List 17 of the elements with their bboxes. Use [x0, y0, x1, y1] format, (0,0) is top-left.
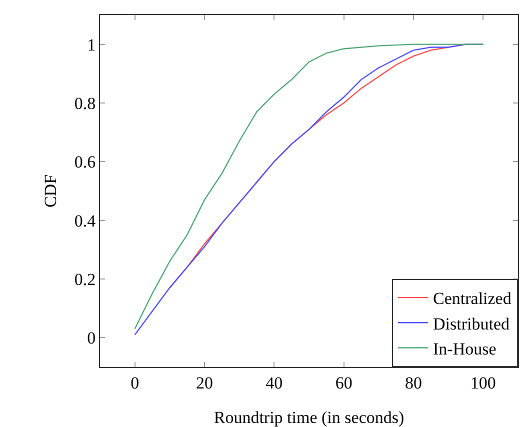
- x-tick-label: 100: [470, 373, 496, 392]
- y-tick-label: 0.4: [74, 211, 96, 230]
- y-tick-label: 0.6: [74, 152, 96, 172]
- y-tick-label: 0.8: [74, 94, 96, 113]
- legend-label: In-House: [433, 339, 496, 358]
- x-tick-label: 20: [196, 373, 213, 392]
- legend-label: Distributed: [433, 314, 510, 334]
- x-tick-label: 0: [130, 373, 140, 392]
- x-axis-title: Roundtrip time (in seconds): [214, 408, 404, 427]
- y-tick-label: 1: [87, 35, 96, 54]
- x-tick-label: 40: [266, 373, 283, 392]
- x-tick-label: 60: [335, 373, 352, 392]
- x-tick-label: 80: [405, 373, 422, 392]
- y-tick-label: 0: [87, 328, 96, 348]
- y-axis-title: CDF: [41, 174, 60, 208]
- y-tick-label: 0.2: [74, 270, 96, 289]
- legend-label: Centralized: [433, 289, 512, 308]
